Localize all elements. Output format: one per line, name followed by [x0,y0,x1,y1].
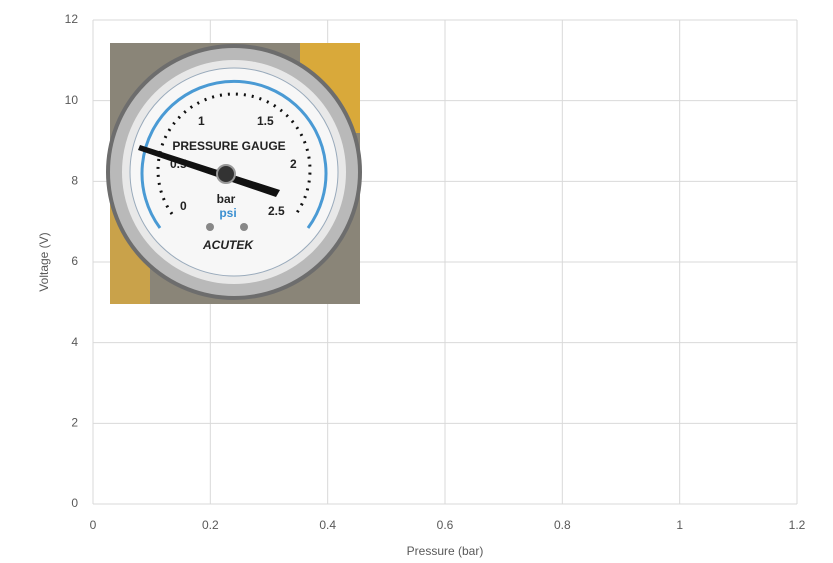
x-tick-label: 0.8 [554,518,571,532]
gauge-scale: 0 [180,199,187,213]
gauge-unit2: psi [219,206,236,220]
y-tick-label: 10 [65,93,79,107]
gauge-unit: bar [217,192,236,206]
gauge-screw [240,223,248,231]
x-tick-label: 0.6 [437,518,454,532]
x-tick-label: 1.2 [789,518,806,532]
y-tick-label: 2 [71,416,78,430]
gauge-title: PRESSURE GAUGE [172,139,285,153]
x-tick-label: 0.4 [319,518,336,532]
y-tick-label: 6 [71,254,78,268]
x-tick-label: 1 [676,518,683,532]
y-tick-label: 8 [71,174,78,188]
gauge-scale: 2 [290,157,297,171]
bar-arc [156,92,312,215]
x-axis-label: Pressure (bar) [407,544,484,558]
y-axis-label: Voltage (V) [37,232,51,291]
gauge-scale: 2.5 [268,204,285,218]
gauge-hub [216,164,236,184]
y-tick-label: 0 [71,496,78,510]
y-tick-label: 12 [65,12,79,26]
gauge-screw [206,223,214,231]
gauge-needle [138,145,280,197]
y-tick-label: 4 [71,335,78,349]
x-tick-label: 0.2 [202,518,219,532]
psi-arc [140,79,328,229]
x-tick-label: 0 [90,518,97,532]
gauge-brand: ACUTEK [202,238,254,252]
gauge-photo: 0 0.5 1 1.5 2 2.5 PRESSURE GAUGE bar psi… [106,43,362,304]
gauge-scale: 1 [198,114,205,128]
gauge-scale: 1.5 [257,114,274,128]
